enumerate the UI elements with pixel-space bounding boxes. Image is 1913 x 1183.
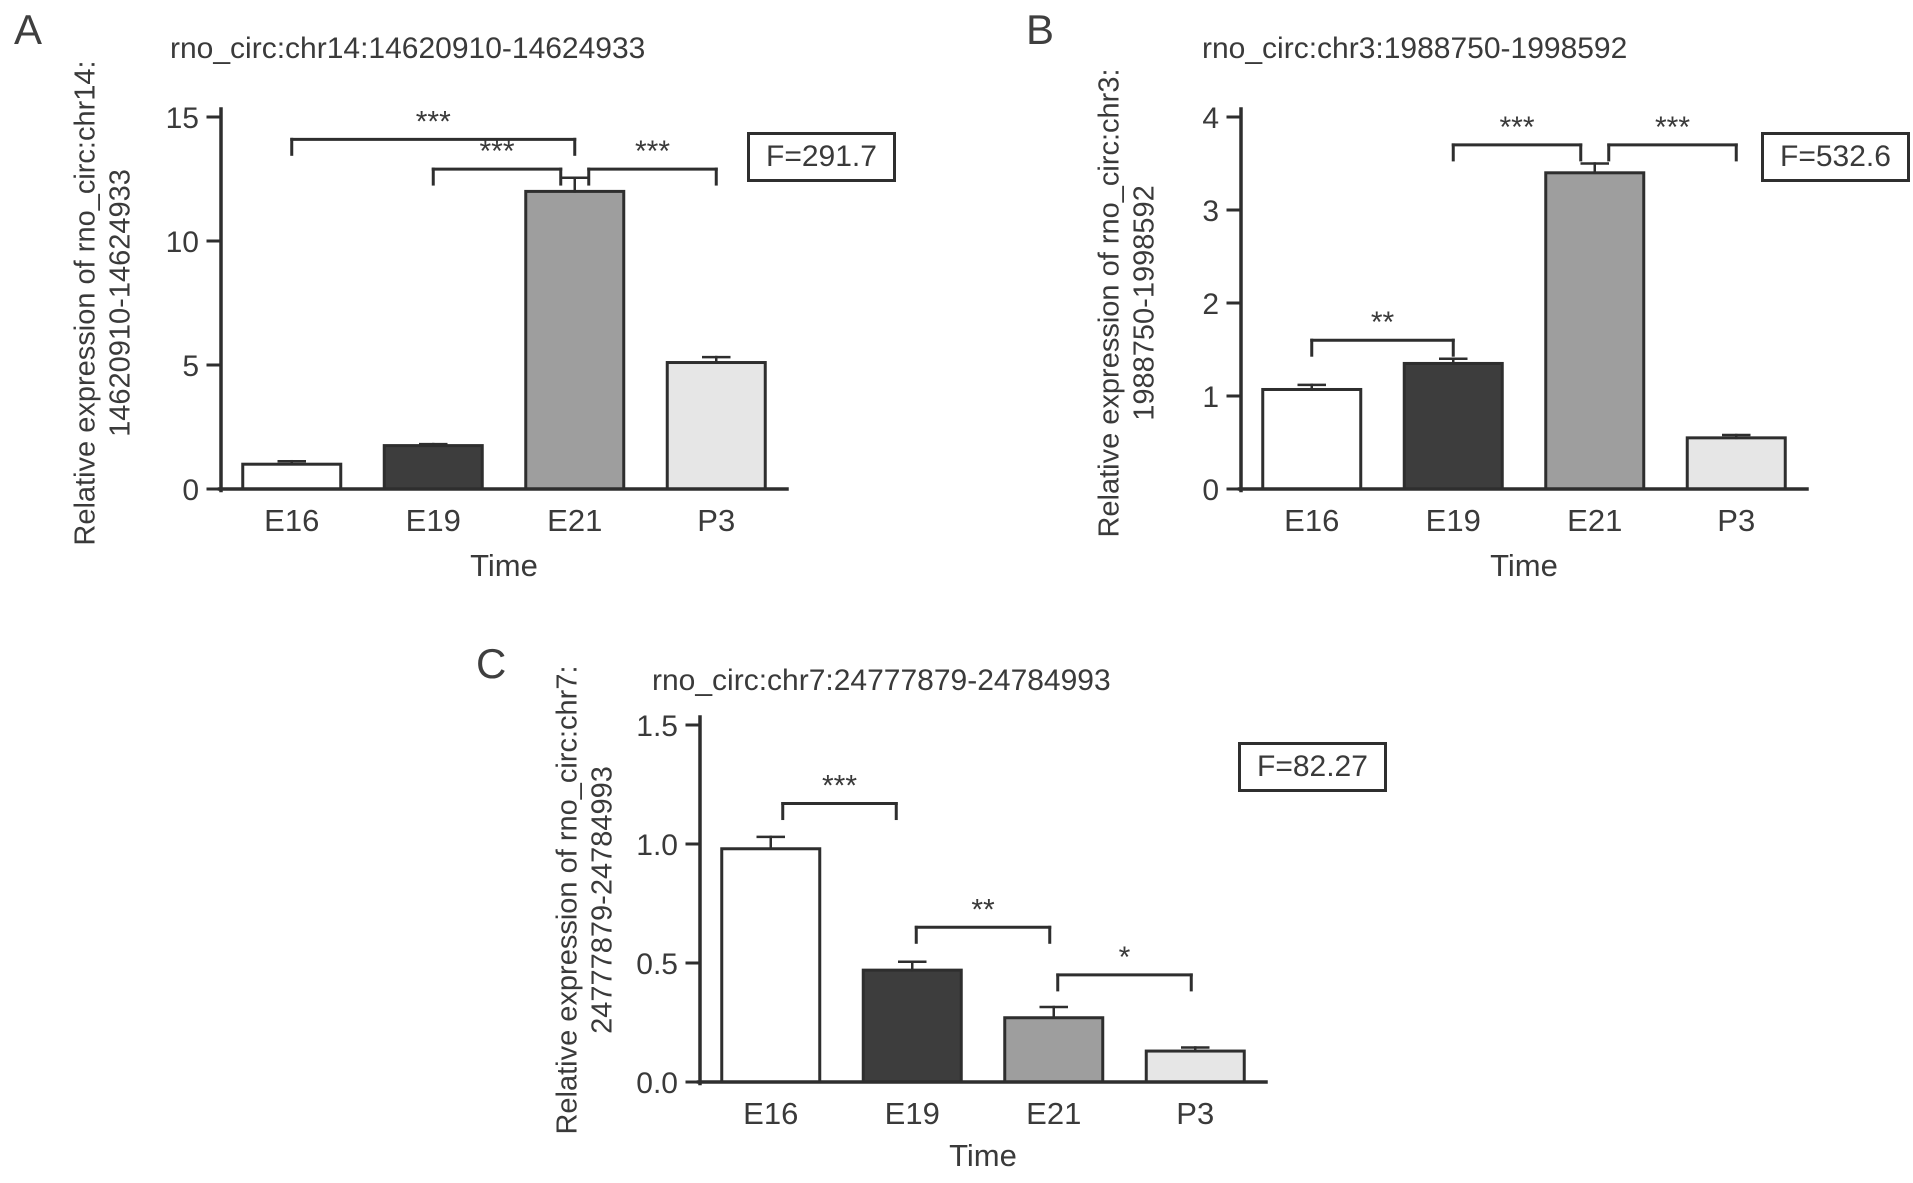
svg-text:1.0: 1.0 (636, 829, 678, 862)
panel-b: E16 E19 E21 P3 0 1 2 3 4 ** *** *** B rno_circ:chr3… (956, 0, 1913, 600)
svg-text:3: 3 (1202, 195, 1219, 228)
f-statistic-box-a: F=291.7 (747, 132, 896, 182)
chart-title-c: rno_circ:chr7:24777879-24784993 (652, 664, 1111, 697)
svg-text:***: *** (1499, 111, 1534, 144)
svg-text:E21: E21 (1567, 503, 1622, 538)
panel-letter-b: B (1026, 6, 1055, 53)
svg-text:E21: E21 (547, 503, 602, 538)
y-axis-label-b: Relative expression of rno_circ:chr3: 19… (1093, 68, 1164, 537)
svg-text:E16: E16 (1284, 503, 1339, 538)
panel-a: E16 E19 E21 P3 0 5 10 15 *** *** *** A rno_circ:ch… (0, 0, 956, 600)
y-axis-label-c: Relative expression of rno_circ:chr7: 24… (551, 665, 622, 1134)
svg-text:E21: E21 (1026, 1096, 1081, 1131)
svg-text:10: 10 (166, 226, 199, 259)
panel-c: E16 E19 E21 P3 0.0 0.5 1.0 1.5 *** ** * C rno_circ… (0, 600, 1913, 1183)
x-axis-label-a: Time (470, 548, 538, 583)
svg-text:0: 0 (182, 474, 199, 507)
y-axis-label-line2: 14620910-14624933 (105, 169, 137, 437)
svg-text:***: *** (635, 135, 670, 168)
svg-text:4: 4 (1202, 102, 1219, 135)
y-axis-label-line1: Relative expression of rno_circ:chr7: (551, 665, 584, 1135)
y-axis-label-line1: Relative expression of rno_circ:chr14: (69, 60, 102, 546)
svg-text:***: *** (416, 105, 451, 138)
svg-text:E16: E16 (264, 503, 319, 538)
svg-text:1: 1 (1202, 381, 1219, 414)
svg-text:E19: E19 (1426, 503, 1481, 538)
f-statistic-box-b: F=532.6 (1761, 132, 1910, 182)
svg-text:0: 0 (1202, 474, 1219, 507)
f-statistic-box-c: F=82.27 (1238, 742, 1387, 792)
panel-letter-c: C (476, 640, 507, 687)
panel-a-bar-chart: E16 E19 E21 P3 0 5 10 15 *** *** *** (166, 102, 789, 538)
svg-text:***: *** (822, 770, 857, 803)
y-axis-label-line2: 1988750-1998592 (1129, 185, 1161, 421)
svg-text:0.0: 0.0 (636, 1067, 678, 1100)
x-axis-label-b: Time (1490, 548, 1558, 583)
svg-text:E19: E19 (885, 1096, 940, 1131)
svg-text:***: *** (1655, 111, 1690, 144)
x-axis-label-c: Time (949, 1138, 1017, 1173)
chart-title-a: rno_circ:chr14:14620910-14624933 (170, 32, 646, 65)
panel-letter-a: A (14, 6, 43, 53)
svg-text:5: 5 (182, 350, 199, 383)
panel-c-bar-chart: E16 E19 E21 P30.00.51.01.5****** (636, 710, 1268, 1131)
svg-text:P3: P3 (1717, 503, 1755, 538)
svg-text:**: ** (1371, 306, 1395, 339)
svg-text:E19: E19 (406, 503, 461, 538)
chart-title-b: rno_circ:chr3:1988750-1998592 (1202, 32, 1628, 65)
svg-text:*: * (1119, 941, 1131, 974)
svg-text:E16: E16 (743, 1096, 798, 1131)
svg-text:**: ** (971, 893, 995, 926)
svg-text:2: 2 (1202, 288, 1219, 321)
svg-text:P3: P3 (1176, 1096, 1214, 1131)
svg-text:15: 15 (166, 102, 199, 135)
svg-text:P3: P3 (697, 503, 735, 538)
svg-text:***: *** (479, 135, 514, 168)
svg-text:1.5: 1.5 (636, 710, 678, 743)
y-axis-label-a: Relative expression of rno_circ:chr14: 1… (69, 60, 140, 545)
y-axis-label-line2: 24777879-24784993 (587, 766, 619, 1034)
svg-text:0.5: 0.5 (636, 948, 678, 981)
y-axis-label-line1: Relative expression of rno_circ:chr3: (1093, 68, 1126, 538)
